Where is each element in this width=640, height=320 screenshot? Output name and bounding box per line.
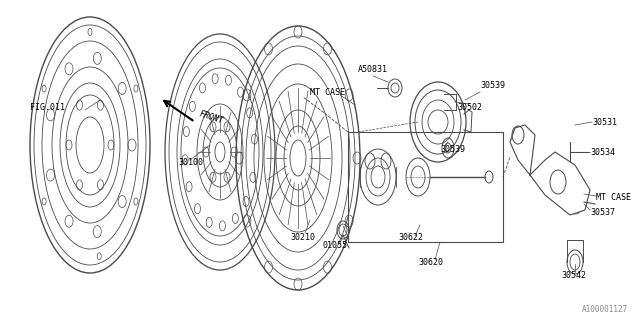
- Text: 30210: 30210: [290, 233, 315, 242]
- Text: 30620: 30620: [418, 258, 443, 267]
- Text: 30539: 30539: [440, 145, 465, 154]
- Text: A100001127: A100001127: [582, 305, 628, 314]
- Text: A50831: A50831: [358, 65, 388, 74]
- Text: 30531: 30531: [592, 118, 617, 127]
- Text: 30100: 30100: [178, 158, 203, 167]
- Text: MT CASE: MT CASE: [310, 88, 345, 97]
- Text: 30622: 30622: [398, 233, 423, 242]
- Text: 30534: 30534: [590, 148, 615, 157]
- Text: 30537: 30537: [590, 208, 615, 217]
- Text: MT CASE: MT CASE: [596, 193, 631, 202]
- Bar: [348, 132, 503, 242]
- Text: 01055: 01055: [322, 241, 347, 250]
- Text: 30539: 30539: [480, 81, 505, 90]
- Text: FRONT: FRONT: [198, 110, 225, 126]
- Text: 30502: 30502: [457, 103, 482, 112]
- Text: FIG.011: FIG.011: [30, 103, 65, 112]
- Text: 30542: 30542: [561, 271, 586, 280]
- Polygon shape: [530, 152, 590, 215]
